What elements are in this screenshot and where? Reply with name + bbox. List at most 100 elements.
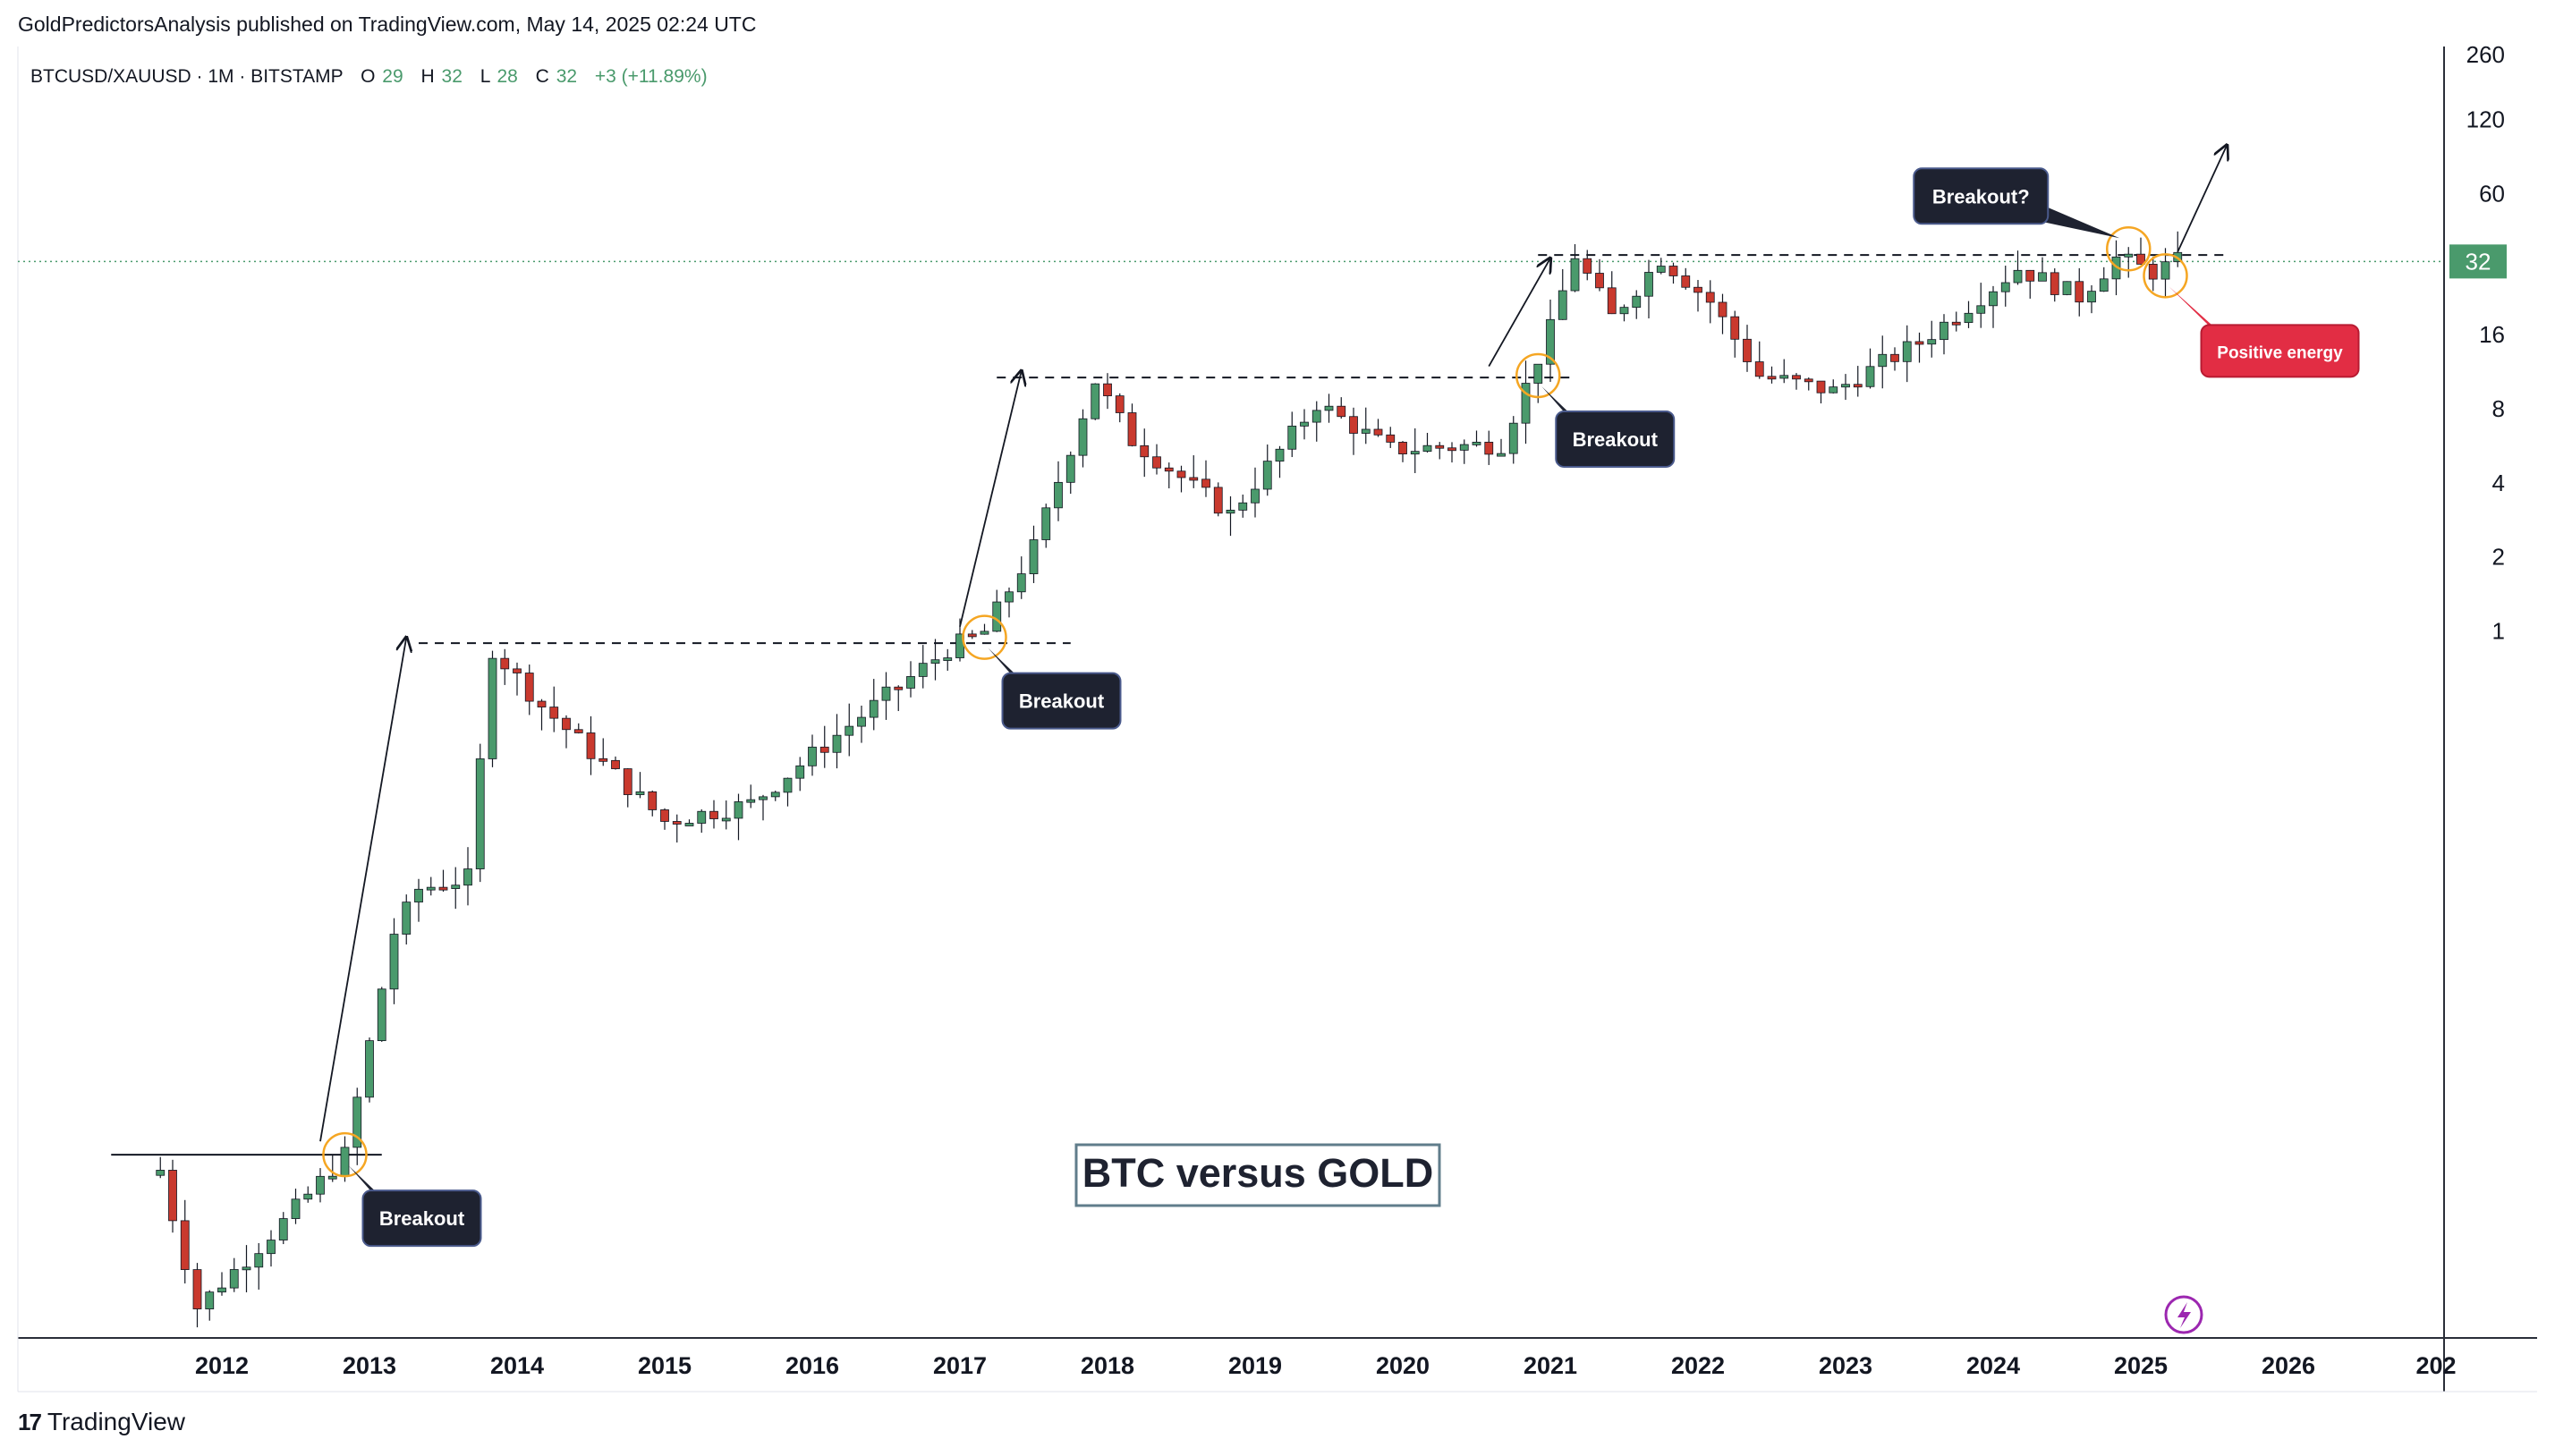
candle-up (365, 1040, 374, 1098)
candle-down (192, 1269, 202, 1309)
candle-down (1189, 477, 1199, 481)
candle-up (2000, 282, 2010, 292)
year-tick-label: 2017 (933, 1352, 987, 1379)
candle-down (1718, 301, 1727, 317)
candle-up (242, 1266, 251, 1271)
candle-down (1804, 378, 1813, 383)
candle-up (1410, 451, 1420, 455)
candle-up (1459, 444, 1469, 451)
candle-down (1705, 292, 1715, 303)
breakout-highlight-circle (2106, 226, 2152, 272)
year-tick-label: 2020 (1376, 1352, 1430, 1379)
candle-up (316, 1175, 325, 1195)
candle-up (1829, 386, 1838, 394)
candle-up (759, 796, 768, 800)
candle-up (684, 823, 694, 826)
candle-down (660, 809, 669, 822)
candle-up (156, 1170, 166, 1176)
candle-up (721, 817, 731, 822)
trend-arrow (1488, 258, 1550, 368)
price-tick-label: 4 (2492, 470, 2505, 496)
ohlc-high-value: 32 (442, 66, 463, 87)
candle-up (783, 777, 793, 793)
candle-up (2160, 261, 2170, 280)
candle-up (697, 810, 707, 824)
candle-down (1164, 467, 1174, 472)
candle-up (1054, 481, 1063, 509)
candle-down (1853, 384, 1863, 388)
candle-up (1041, 507, 1051, 540)
candle-down (1127, 412, 1137, 446)
chart-title-box (1074, 1143, 1441, 1207)
candle-up (1619, 307, 1629, 315)
candle-down (672, 821, 682, 825)
candle-up (1570, 258, 1580, 292)
candle-up (1065, 454, 1075, 483)
candle-down (562, 717, 571, 731)
candle-down (1583, 258, 1592, 274)
candle-up (943, 657, 953, 661)
candle-up (2099, 278, 2109, 292)
candle-down (1373, 428, 1383, 436)
breakout-callout (361, 1189, 482, 1248)
time-axis[interactable]: 2012 2013 2014 2015 2016 2017 2018 2019 2020 2021… (195, 1352, 2457, 1379)
candle-up (414, 888, 423, 903)
candle-down (1816, 380, 1826, 394)
candle-down (819, 746, 829, 753)
candle-down (1767, 376, 1777, 380)
candle-up (1324, 405, 1334, 411)
tradingview-brand-label: TradingView (47, 1408, 186, 1435)
candle-down (586, 732, 596, 759)
ohlc-low-label: L (480, 66, 490, 87)
year-tick-label: 2016 (785, 1352, 839, 1379)
candle-down (180, 1220, 190, 1270)
year-tick-label: 2023 (1819, 1352, 1872, 1379)
year-tick-label: 2015 (638, 1352, 692, 1379)
trend-arrow (319, 638, 406, 1142)
candle-up (906, 676, 915, 689)
candle-up (1029, 539, 1039, 574)
candle-down (500, 657, 510, 670)
candle-down (1176, 470, 1186, 478)
positive-energy-callout (2200, 324, 2360, 378)
candle-up (352, 1096, 362, 1148)
candle-down (573, 729, 583, 733)
candle-down (2148, 264, 2158, 280)
candle-up (1656, 266, 1666, 273)
candle-up (992, 601, 1002, 632)
candles-layer (156, 231, 2183, 1328)
candle-up (389, 934, 399, 990)
year-tick-label: 2018 (1081, 1352, 1134, 1379)
candle-up (426, 886, 436, 891)
breakout-highlight-circle (1515, 352, 1561, 399)
candle-down (1115, 395, 1125, 413)
candle-up (857, 716, 866, 727)
candle-up (1016, 573, 1026, 593)
candle-up (254, 1253, 264, 1268)
callout-pointer (2026, 206, 2120, 239)
candle-down (1951, 321, 1961, 326)
candle-up (918, 663, 928, 677)
candle-down (648, 791, 658, 810)
candle-up (2062, 281, 2072, 295)
price-axis[interactable]: 260 120 60 16 8 4 2 1 32 (2449, 41, 2507, 644)
candle-up (1533, 363, 1543, 384)
tradingview-brand[interactable]: 17 TradingView (18, 1408, 185, 1436)
candle-up (930, 659, 940, 665)
lightning-icon[interactable] (2164, 1295, 2203, 1334)
candle-up (1311, 410, 1321, 423)
last-price-badge (2449, 244, 2507, 279)
candle-down (1213, 487, 1223, 514)
price-tick-label: 8 (2492, 395, 2505, 422)
candle-up (217, 1287, 226, 1293)
trend-arrow (959, 371, 1022, 627)
candle-up (1927, 339, 1937, 345)
candle-up (1238, 502, 1248, 511)
year-tick-label: 2012 (195, 1352, 249, 1379)
ohlc-change: +3 (+11.89%) (595, 66, 708, 87)
price-tick-label: 60 (2479, 180, 2505, 207)
candle-down (1607, 287, 1617, 315)
ohlc-close-label: C (536, 66, 549, 87)
year-tick-label: 2025 (2114, 1352, 2168, 1379)
